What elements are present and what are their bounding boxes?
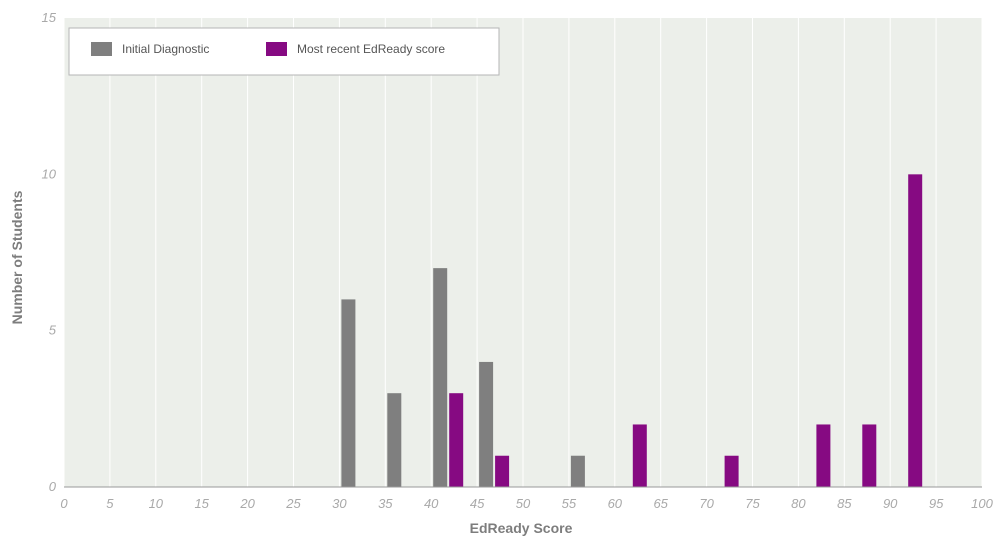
bar-most-recent-score-80-85 — [816, 424, 831, 487]
x-tick-label: 20 — [239, 496, 255, 511]
bar-most-recent-score-85-90 — [862, 424, 877, 487]
bar-most-recent-score-90-95 — [908, 174, 923, 488]
legend-label-initial-diagnostic: Initial Diagnostic — [122, 42, 209, 56]
x-tick-label: 35 — [378, 496, 393, 511]
x-tick-label: 100 — [971, 496, 993, 511]
x-tick-label: 15 — [194, 496, 209, 511]
x-tick-label: 75 — [745, 496, 760, 511]
bar-initial-diagnostic-30-35 — [341, 299, 356, 487]
bars — [341, 174, 923, 488]
bar-initial-diagnostic-45-50 — [479, 361, 494, 487]
x-axis-title: EdReady Score — [470, 520, 573, 536]
x-tick-label: 70 — [699, 496, 714, 511]
bar-most-recent-score-70-75 — [724, 455, 739, 487]
x-tick-label: 30 — [332, 496, 347, 511]
legend: Initial Diagnostic Most recent EdReady s… — [68, 27, 500, 76]
x-tick-label: 65 — [653, 496, 668, 511]
legend-label-most-recent-score: Most recent EdReady score — [297, 42, 445, 56]
y-tick-label: 0 — [49, 479, 57, 494]
x-tick-label: 85 — [837, 496, 852, 511]
y-axis-title: Number of Students — [9, 190, 25, 324]
bar-most-recent-score-60-65 — [632, 424, 647, 487]
x-tick-label: 50 — [516, 496, 531, 511]
x-tick-label: 0 — [60, 496, 68, 511]
x-tick-label: 5 — [106, 496, 114, 511]
legend-swatch-most-recent-score — [266, 42, 287, 56]
bar-most-recent-score-45-50 — [495, 455, 510, 487]
legend-swatch-initial-diagnostic — [91, 42, 112, 56]
y-tick-label: 10 — [42, 166, 57, 181]
y-tick-label: 15 — [42, 10, 57, 25]
bar-most-recent-score-40-45 — [449, 393, 464, 487]
y-tick-label: 5 — [49, 323, 57, 338]
x-tick-label: 55 — [562, 496, 577, 511]
bar-initial-diagnostic-55-60 — [570, 455, 585, 487]
x-tick-label: 40 — [424, 496, 439, 511]
bar-initial-diagnostic-35-40 — [387, 393, 402, 487]
x-tick-label: 95 — [929, 496, 944, 511]
x-tick-labels: 0 5 10 15 20 25 30 35 40 45 50 55 60 65 70 75 80 85 90 95 10… — [60, 496, 993, 511]
x-tick-label: 60 — [608, 496, 623, 511]
x-tick-label: 90 — [883, 496, 898, 511]
y-tick-labels: 0 5 10 15 — [42, 10, 57, 494]
bar-initial-diagnostic-40-45 — [433, 268, 448, 487]
x-tick-label: 10 — [149, 496, 164, 511]
x-tick-label: 80 — [791, 496, 806, 511]
x-tick-label: 45 — [470, 496, 485, 511]
gridlines — [63, 18, 983, 487]
x-tick-label: 25 — [285, 496, 301, 511]
